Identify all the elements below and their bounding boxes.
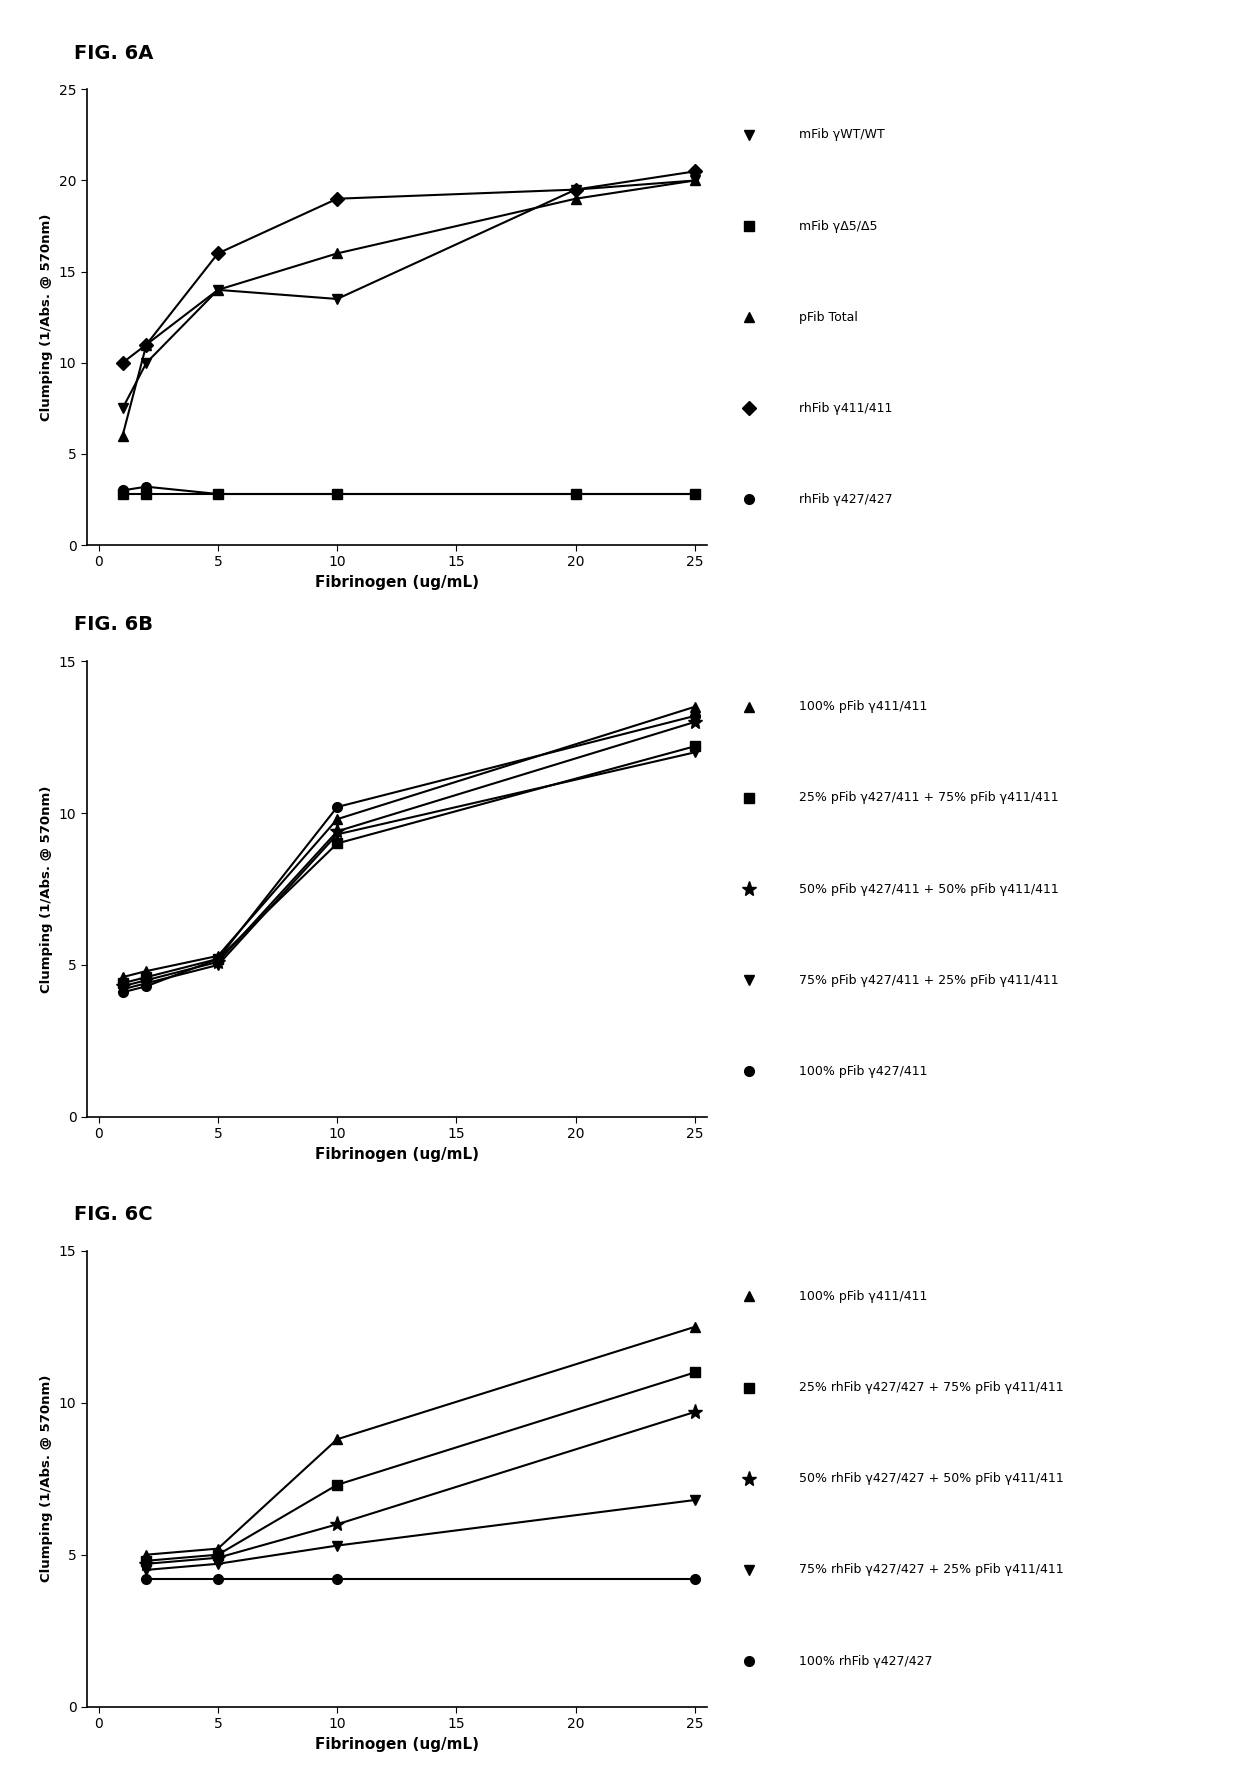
- Text: 25% rhFib γ427/427 + 75% pFib γ411/411: 25% rhFib γ427/427 + 75% pFib γ411/411: [799, 1381, 1063, 1394]
- Text: FIG. 6C: FIG. 6C: [74, 1204, 153, 1224]
- Text: 75% pFib γ427/411 + 25% pFib γ411/411: 75% pFib γ427/411 + 25% pFib γ411/411: [799, 974, 1058, 986]
- Text: mFib γWT/WT: mFib γWT/WT: [799, 129, 884, 141]
- Text: mFib γΔ5/Δ5: mFib γΔ5/Δ5: [799, 220, 877, 232]
- X-axis label: Fibrinogen (ug/mL): Fibrinogen (ug/mL): [315, 575, 479, 590]
- X-axis label: Fibrinogen (ug/mL): Fibrinogen (ug/mL): [315, 1147, 479, 1162]
- Text: 25% pFib γ427/411 + 75% pFib γ411/411: 25% pFib γ427/411 + 75% pFib γ411/411: [799, 792, 1058, 804]
- Text: 100% pFib γ427/411: 100% pFib γ427/411: [799, 1065, 928, 1078]
- Text: 100% rhFib γ427/427: 100% rhFib γ427/427: [799, 1655, 932, 1667]
- Text: pFib Total: pFib Total: [799, 311, 857, 323]
- Text: rhFib γ411/411: rhFib γ411/411: [799, 402, 892, 415]
- Text: rhFib γ427/427: rhFib γ427/427: [799, 493, 893, 506]
- X-axis label: Fibrinogen (ug/mL): Fibrinogen (ug/mL): [315, 1737, 479, 1751]
- Y-axis label: Clumping (1/Abs. @ 570nm): Clumping (1/Abs. @ 570nm): [40, 784, 53, 994]
- Text: 50% rhFib γ427/427 + 50% pFib γ411/411: 50% rhFib γ427/427 + 50% pFib γ411/411: [799, 1472, 1064, 1485]
- Text: 75% rhFib γ427/427 + 25% pFib γ411/411: 75% rhFib γ427/427 + 25% pFib γ411/411: [799, 1564, 1063, 1576]
- Text: FIG. 6A: FIG. 6A: [74, 43, 154, 63]
- Text: 100% pFib γ411/411: 100% pFib γ411/411: [799, 701, 928, 713]
- Text: FIG. 6B: FIG. 6B: [74, 615, 154, 634]
- Y-axis label: Clumping (1/Abs. @ 570nm): Clumping (1/Abs. @ 570nm): [40, 213, 53, 422]
- Text: 100% pFib γ411/411: 100% pFib γ411/411: [799, 1290, 928, 1303]
- Y-axis label: Clumping (1/Abs. @ 570nm): Clumping (1/Abs. @ 570nm): [40, 1374, 53, 1583]
- Text: 50% pFib γ427/411 + 50% pFib γ411/411: 50% pFib γ427/411 + 50% pFib γ411/411: [799, 883, 1058, 895]
